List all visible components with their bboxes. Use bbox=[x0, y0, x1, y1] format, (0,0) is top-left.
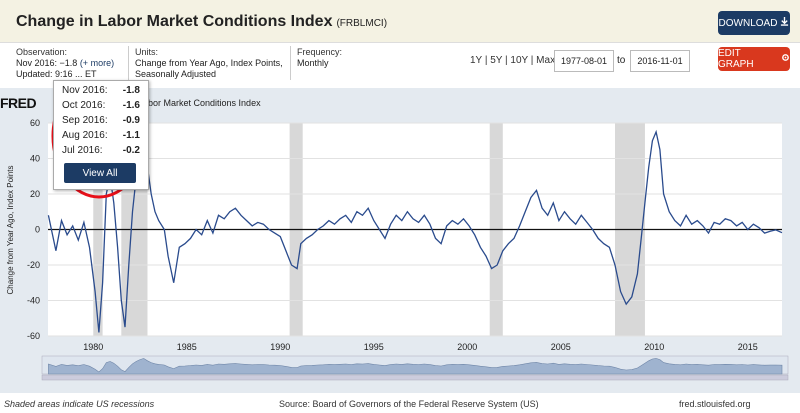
navigator-scrollbar bbox=[41, 374, 789, 381]
edit-graph-button[interactable]: EDIT GRAPH bbox=[718, 47, 790, 71]
popup-row: Sep 2016: -0.9 bbox=[62, 115, 144, 126]
divider bbox=[290, 46, 291, 80]
y-tick-label: -60 bbox=[27, 331, 40, 341]
popup-row: Oct 2016: -1.6 bbox=[62, 100, 144, 111]
download-icon bbox=[780, 17, 789, 29]
recession-note: Shaded areas indicate US recessions bbox=[4, 399, 155, 409]
x-tick-label: 2000 bbox=[457, 342, 477, 352]
observation-value: Nov 2016: −1.8 bbox=[16, 58, 78, 68]
frequency-value: Monthly bbox=[297, 58, 329, 68]
chart-subtitle: Labor Market Conditions Index bbox=[138, 98, 261, 108]
popup-date: Oct 2016: bbox=[62, 100, 106, 111]
x-tick-label: 2005 bbox=[551, 342, 571, 352]
fred-logo: FRED bbox=[0, 95, 37, 111]
navigator-series bbox=[48, 358, 783, 375]
x-tick-label: 1995 bbox=[364, 342, 384, 352]
x-tick-label: 1980 bbox=[83, 342, 103, 352]
observation-popup: Nov 2016: -1.8 Oct 2016: -1.6 Sep 2016: -0.9 A… bbox=[53, 80, 149, 190]
edit-graph-label: EDIT GRAPH bbox=[718, 48, 754, 70]
frequency-info: Frequency: Monthly bbox=[297, 47, 342, 69]
popup-value: -0.2 bbox=[122, 145, 140, 156]
y-tick-label: -40 bbox=[27, 296, 40, 306]
frequency-label: Frequency: bbox=[297, 47, 343, 57]
popup-date: Jul 2016: bbox=[62, 145, 103, 156]
download-label: DOWNLOAD bbox=[718, 17, 778, 29]
popup-date: Nov 2016: bbox=[62, 85, 108, 96]
units-value-1: Change from Year Ago, Index Points, bbox=[135, 58, 283, 68]
y-tick-label: 0 bbox=[35, 225, 40, 235]
view-all-button[interactable]: View All bbox=[64, 163, 136, 183]
site-link[interactable]: fred.stlouisfed.org bbox=[679, 399, 751, 409]
x-tick-label: 2015 bbox=[738, 342, 758, 352]
y-tick-label: 20 bbox=[30, 189, 40, 199]
x-tick-label: 1985 bbox=[177, 342, 197, 352]
y-tick-label: 40 bbox=[30, 154, 40, 164]
popup-value: -1.6 bbox=[122, 100, 140, 111]
observation-info: Observation: Nov 2016: −1.8 (+ more) Upd… bbox=[16, 47, 114, 80]
popup-row: Aug 2016: -1.1 bbox=[62, 130, 144, 141]
popup-value: -0.9 bbox=[122, 115, 140, 126]
popup-value: -1.8 bbox=[122, 85, 140, 96]
range-selector[interactable]: 1Y | 5Y | 10Y | Max bbox=[470, 55, 556, 66]
header-bar: Change in Labor Market Conditions Index(… bbox=[0, 0, 800, 43]
series-line bbox=[47, 129, 783, 333]
y-tick-label: 60 bbox=[30, 118, 40, 128]
popup-row: Nov 2016: -1.8 bbox=[62, 85, 144, 96]
x-tick-label: 1990 bbox=[270, 342, 290, 352]
download-button[interactable]: DOWNLOAD bbox=[718, 11, 790, 35]
y-tick-label: -20 bbox=[27, 260, 40, 270]
popup-value: -1.1 bbox=[122, 130, 140, 141]
updated-text: Updated: 9:16 ... ET bbox=[16, 69, 97, 79]
popup-date: Aug 2016: bbox=[62, 130, 108, 141]
observation-label: Observation: bbox=[16, 47, 68, 57]
gear-icon bbox=[781, 53, 790, 65]
y-axis-label: Change from Year Ago, Index Points bbox=[6, 166, 15, 295]
start-date-input[interactable]: 1977-08-01 bbox=[554, 50, 614, 72]
x-tick-label: 2010 bbox=[644, 342, 664, 352]
end-date-input[interactable]: 2016-11-01 bbox=[630, 50, 690, 72]
units-value-2: Seasonally Adjusted bbox=[135, 69, 217, 79]
units-label: Units: bbox=[135, 47, 159, 57]
source-text: Source: Board of Governors of the Federa… bbox=[279, 399, 539, 409]
popup-date: Sep 2016: bbox=[62, 115, 108, 126]
popup-row: Jul 2016: -0.2 bbox=[62, 145, 144, 156]
page-title: Change in Labor Market Conditions Index(… bbox=[16, 13, 388, 30]
to-label: to bbox=[617, 55, 626, 66]
divider bbox=[128, 46, 129, 80]
units-info: Units: Change from Year Ago, Index Point… bbox=[135, 47, 283, 80]
more-link[interactable]: (+ more) bbox=[79, 58, 115, 68]
series-code: (FRBLMCI) bbox=[336, 18, 388, 29]
